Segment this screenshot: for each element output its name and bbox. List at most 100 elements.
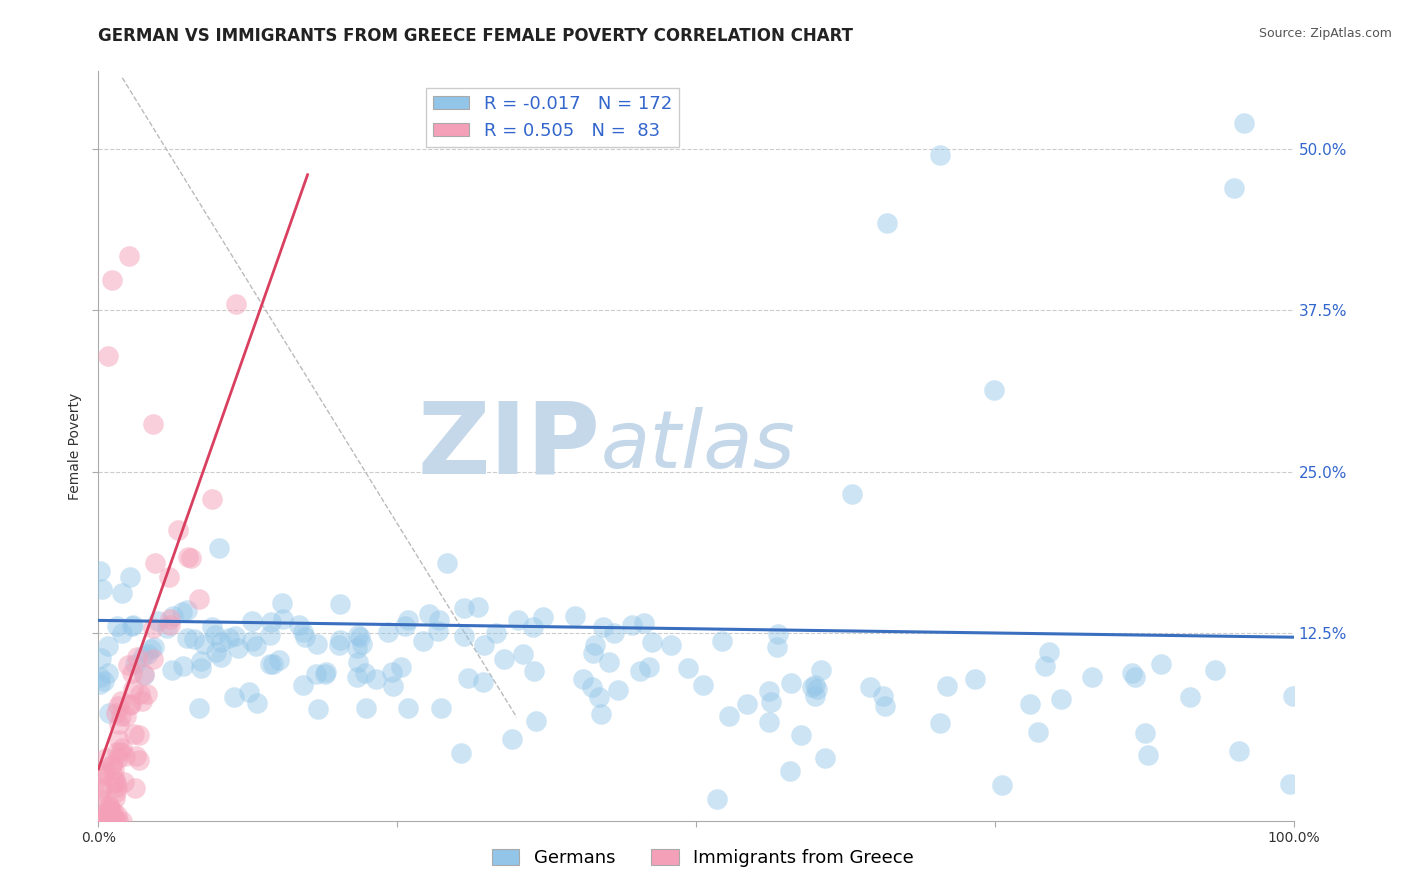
Point	[238, 685, 260, 699]
Point	[120, 698, 142, 712]
Point	[208, 541, 231, 556]
Point	[132, 648, 155, 663]
Point	[875, 699, 897, 714]
Point	[193, 637, 215, 651]
Point	[991, 778, 1014, 792]
Legend: R = -0.017   N = 172, R = 0.505   N =  83: R = -0.017 N = 172, R = 0.505 N = 83	[426, 88, 679, 147]
Point	[103, 770, 125, 784]
Point	[1227, 744, 1250, 758]
Point	[766, 627, 789, 641]
Point	[125, 650, 148, 665]
Point	[110, 745, 132, 759]
Point	[692, 678, 714, 692]
Point	[346, 641, 368, 656]
Point	[377, 624, 399, 639]
Point	[107, 698, 129, 713]
Point	[90, 784, 112, 798]
Point	[159, 617, 181, 632]
Point	[389, 659, 412, 673]
Point	[190, 661, 212, 675]
Point	[706, 791, 728, 805]
Point	[118, 249, 141, 263]
Point	[105, 618, 128, 632]
Point	[294, 630, 316, 644]
Point	[172, 658, 194, 673]
Point	[131, 694, 153, 708]
Point	[472, 638, 495, 652]
Point	[472, 675, 495, 690]
Point	[804, 677, 827, 691]
Point	[329, 597, 352, 611]
Point	[814, 750, 837, 764]
Point	[1026, 725, 1049, 739]
Point	[328, 638, 350, 652]
Point	[218, 631, 240, 645]
Point	[115, 708, 138, 723]
Point	[98, 814, 121, 828]
Point	[259, 628, 281, 642]
Point	[453, 629, 475, 643]
Point	[396, 613, 419, 627]
Point	[162, 608, 184, 623]
Point	[492, 652, 515, 666]
Point	[98, 799, 121, 814]
Point	[659, 638, 682, 652]
Point	[222, 690, 245, 705]
Point	[100, 814, 122, 828]
Point	[735, 697, 758, 711]
Point	[346, 656, 368, 670]
Point	[501, 731, 523, 746]
Text: ZIP: ZIP	[418, 398, 600, 494]
Point	[143, 556, 166, 570]
Point	[142, 652, 165, 666]
Point	[779, 676, 801, 690]
Point	[97, 665, 120, 680]
Point	[90, 780, 112, 795]
Point	[427, 614, 450, 628]
Point	[120, 570, 142, 584]
Point	[201, 620, 224, 634]
Y-axis label: Female Poverty: Female Poverty	[69, 392, 83, 500]
Point	[583, 638, 606, 652]
Point	[111, 814, 134, 828]
Point	[93, 764, 115, 778]
Point	[128, 687, 150, 701]
Point	[108, 717, 131, 731]
Point	[1033, 659, 1056, 673]
Point	[101, 814, 124, 828]
Point	[157, 570, 180, 584]
Point	[872, 689, 894, 703]
Point	[418, 607, 440, 621]
Point	[190, 654, 212, 668]
Point	[111, 625, 134, 640]
Point	[97, 807, 120, 822]
Point	[349, 630, 371, 644]
Point	[766, 640, 789, 654]
Legend: Germans, Immigrants from Greece: Germans, Immigrants from Greece	[485, 841, 921, 874]
Point	[259, 657, 281, 672]
Point	[146, 614, 169, 628]
Point	[187, 701, 209, 715]
Point	[90, 770, 112, 784]
Point	[759, 695, 782, 709]
Point	[245, 640, 267, 654]
Point	[89, 814, 111, 828]
Point	[103, 762, 125, 776]
Point	[114, 748, 136, 763]
Point	[314, 666, 336, 681]
Point	[136, 687, 159, 701]
Point	[105, 706, 128, 720]
Point	[240, 634, 263, 648]
Point	[1049, 692, 1071, 706]
Point	[132, 668, 155, 682]
Point	[110, 694, 132, 708]
Point	[143, 640, 166, 655]
Point	[176, 603, 198, 617]
Point	[467, 600, 489, 615]
Point	[779, 764, 801, 778]
Point	[430, 701, 453, 715]
Point	[97, 639, 120, 653]
Point	[621, 618, 644, 632]
Point	[628, 664, 651, 678]
Point	[1081, 670, 1104, 684]
